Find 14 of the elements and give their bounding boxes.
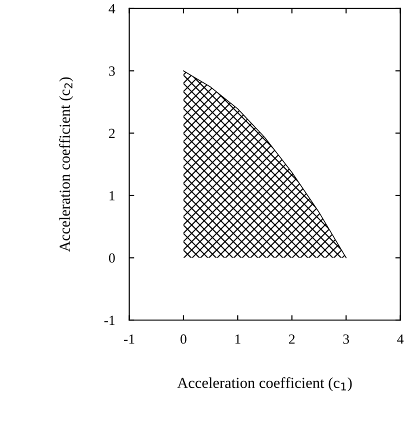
y-tick-label: 2: [109, 128, 115, 138]
x-axis-title: Acceleration coefficient (c$_{1}$): [177, 377, 352, 392]
x-tick-label: 0: [180, 334, 186, 344]
x-tick-label: 2: [289, 334, 295, 344]
x-tick-label: 1: [235, 334, 240, 344]
x-tick-label: 4: [397, 334, 404, 344]
y-tick-label: 4: [108, 4, 116, 14]
y-tick-label: 0: [108, 253, 115, 263]
x-tick-label: -1: [124, 334, 134, 344]
x-tick-label: 3: [343, 334, 350, 344]
y-axis-title: Acceleration coefficient (c$_{2}$): [59, 77, 74, 252]
y-tick-label: 1: [110, 191, 115, 200]
y-tick-label: 3: [109, 66, 115, 76]
y-tick-label: -1: [104, 316, 115, 325]
